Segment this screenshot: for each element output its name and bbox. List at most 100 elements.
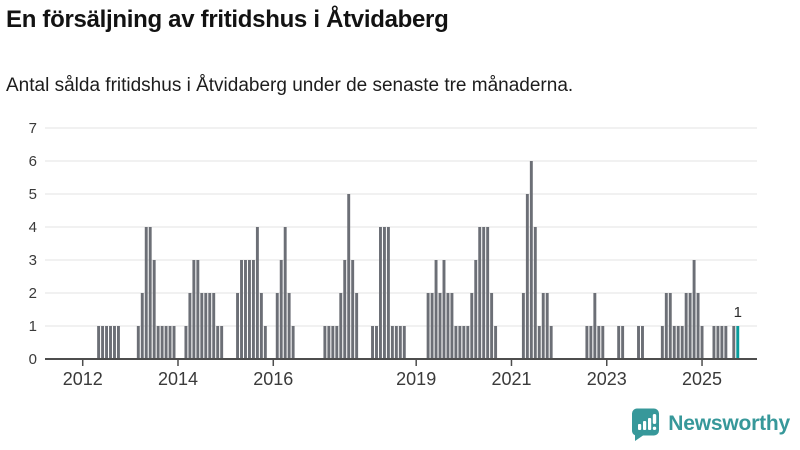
bar — [637, 326, 640, 359]
chart-subtitle: Antal sålda fritidshus i Åtvidaberg unde… — [6, 75, 574, 96]
bar — [641, 326, 644, 359]
bar — [275, 293, 279, 359]
page-title: En försäljning av fritidshus i Åtvidaber… — [6, 6, 449, 33]
bar — [204, 293, 208, 359]
brand-footer[interactable]: Newsworthy — [631, 406, 790, 442]
bar — [236, 293, 240, 359]
bar — [525, 194, 529, 359]
bar — [438, 293, 442, 359]
bar — [371, 326, 374, 359]
bar — [668, 293, 672, 359]
bar — [140, 293, 144, 359]
bar — [172, 326, 176, 359]
bar — [478, 227, 482, 359]
bar — [335, 326, 339, 359]
bar — [680, 326, 684, 359]
bar — [724, 326, 728, 359]
bar — [347, 194, 351, 359]
bar — [454, 326, 458, 359]
bar — [382, 227, 386, 359]
bar — [700, 326, 704, 359]
bar — [136, 326, 140, 359]
bar — [458, 326, 462, 359]
highlight-value-label: 1 — [734, 304, 742, 321]
bar — [279, 260, 283, 359]
bar — [164, 326, 168, 359]
bar — [732, 326, 736, 359]
bar — [291, 326, 295, 359]
bar — [105, 326, 108, 359]
y-axis-tick-label: 2 — [29, 285, 37, 302]
bar — [474, 260, 478, 359]
bar — [220, 326, 224, 359]
x-axis-tick-label: 2016 — [253, 369, 293, 389]
bar — [148, 227, 152, 359]
bar — [394, 326, 398, 359]
bar — [426, 293, 430, 359]
bar — [240, 260, 243, 359]
bar — [259, 293, 263, 359]
y-axis-tick-label: 3 — [29, 252, 37, 269]
bar — [482, 227, 486, 359]
brand-name: Newsworthy — [668, 412, 790, 435]
bar — [470, 293, 474, 359]
bar — [593, 293, 597, 359]
bar — [466, 326, 470, 359]
x-axis-tick-label: 2021 — [491, 369, 531, 389]
bar — [494, 326, 498, 359]
bar — [283, 227, 287, 359]
bar — [116, 326, 120, 359]
bar — [255, 227, 259, 359]
bar — [597, 326, 601, 359]
bar — [490, 293, 494, 359]
bar — [688, 293, 692, 359]
bar — [339, 293, 343, 359]
bar — [386, 227, 390, 359]
bar — [351, 260, 355, 359]
bar — [664, 293, 668, 359]
bar — [617, 326, 621, 359]
bar — [168, 326, 172, 359]
bar — [208, 293, 212, 359]
bar — [660, 326, 664, 359]
bar — [549, 326, 553, 359]
bar — [156, 326, 160, 359]
bar — [692, 260, 696, 359]
bar — [375, 326, 378, 359]
bar — [541, 293, 545, 359]
bar — [251, 260, 255, 359]
bar — [462, 326, 466, 359]
x-axis-tick-label: 2014 — [158, 369, 198, 389]
bar — [601, 326, 605, 359]
bar — [355, 293, 359, 359]
bar — [398, 326, 402, 359]
y-axis-tick-label: 1 — [29, 318, 37, 335]
bar — [712, 326, 716, 359]
bar — [486, 227, 490, 359]
x-axis-tick-label: 2012 — [63, 369, 103, 389]
bar — [184, 326, 188, 359]
bar — [672, 326, 676, 359]
y-axis-tick-label: 7 — [29, 120, 37, 137]
bar — [327, 326, 331, 359]
y-axis-tick-label: 5 — [29, 186, 37, 203]
bar — [521, 293, 525, 359]
bar — [390, 326, 394, 359]
y-axis-tick-label: 4 — [29, 219, 37, 236]
bar — [263, 326, 267, 359]
bar — [244, 260, 247, 359]
bar — [248, 260, 251, 359]
bar — [287, 293, 291, 359]
y-axis-tick-label: 6 — [29, 153, 37, 170]
bar — [446, 293, 450, 359]
bar — [192, 260, 196, 359]
bar — [720, 326, 724, 359]
bar — [585, 326, 589, 359]
bar — [529, 161, 533, 359]
bar — [442, 260, 446, 359]
bar — [152, 260, 156, 359]
bar — [621, 326, 625, 359]
bar — [113, 326, 116, 359]
x-axis-tick-label: 2023 — [587, 369, 627, 389]
bar — [684, 293, 688, 359]
